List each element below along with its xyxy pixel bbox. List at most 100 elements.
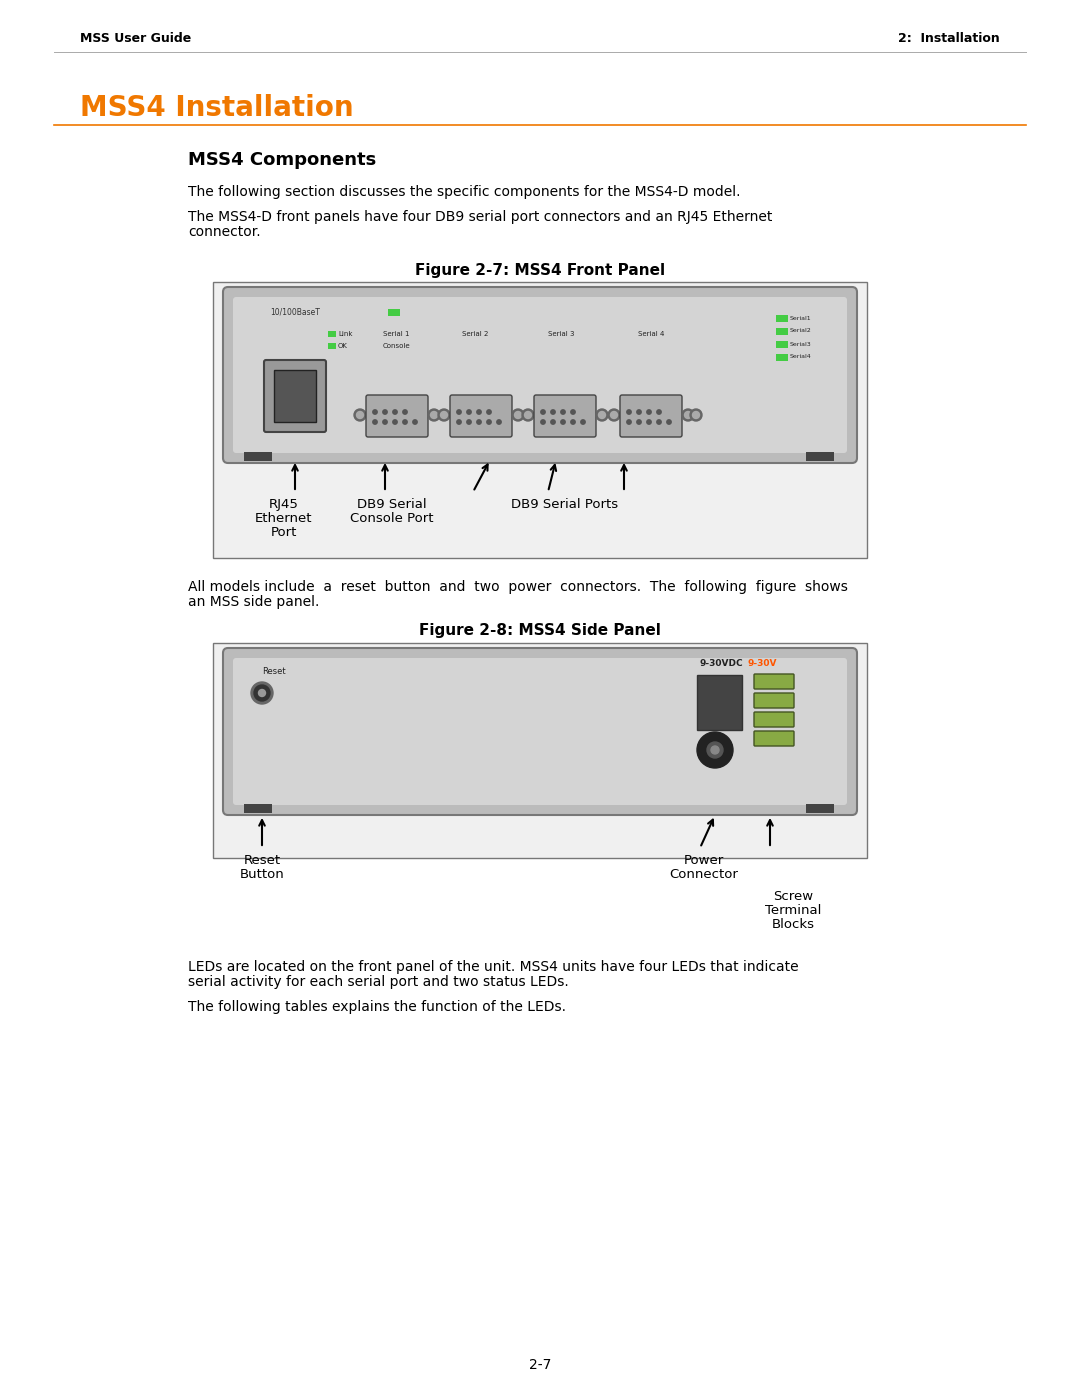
Bar (777, 314, 788, 321)
Circle shape (476, 409, 482, 414)
Text: Serial 2: Serial 2 (462, 331, 488, 337)
Circle shape (525, 412, 531, 419)
Circle shape (441, 412, 447, 419)
Circle shape (681, 409, 694, 420)
Circle shape (596, 409, 608, 420)
FancyBboxPatch shape (754, 712, 794, 726)
Circle shape (258, 690, 266, 697)
Circle shape (711, 746, 719, 754)
Text: Power: Power (684, 854, 724, 868)
Text: OK: OK (338, 344, 348, 349)
Circle shape (251, 682, 273, 704)
Circle shape (561, 409, 565, 414)
Circle shape (431, 412, 437, 419)
Text: Serial1: Serial1 (789, 316, 812, 320)
Circle shape (514, 412, 522, 419)
Circle shape (438, 409, 450, 420)
Circle shape (581, 420, 585, 425)
Text: Ethernet: Ethernet (255, 511, 313, 525)
Text: Serial4: Serial4 (789, 355, 812, 359)
Text: DB9 Serial: DB9 Serial (357, 497, 427, 511)
Circle shape (541, 420, 545, 425)
Text: Console: Console (383, 344, 410, 349)
Circle shape (457, 420, 461, 425)
Circle shape (522, 409, 534, 420)
Circle shape (512, 409, 524, 420)
Text: 9-30VDC: 9-30VDC (700, 658, 744, 668)
Bar (806, 453, 834, 461)
Bar (388, 309, 400, 316)
Bar (244, 453, 272, 461)
FancyBboxPatch shape (620, 395, 681, 437)
Circle shape (382, 420, 388, 425)
Circle shape (707, 742, 723, 759)
Circle shape (551, 420, 555, 425)
Circle shape (382, 409, 388, 414)
Circle shape (598, 412, 606, 419)
Circle shape (497, 420, 501, 425)
Bar (777, 353, 788, 360)
Bar (777, 341, 788, 348)
Circle shape (637, 420, 642, 425)
Circle shape (610, 412, 618, 419)
Circle shape (571, 409, 576, 414)
Circle shape (626, 420, 631, 425)
Circle shape (403, 409, 407, 414)
Text: Serial3: Serial3 (789, 341, 812, 346)
Text: 2-7: 2-7 (529, 1358, 551, 1372)
FancyBboxPatch shape (754, 693, 794, 708)
Text: Serial 3: Serial 3 (548, 331, 575, 337)
Circle shape (373, 409, 377, 414)
Text: Screw: Screw (773, 890, 813, 902)
Text: an MSS side panel.: an MSS side panel. (188, 595, 320, 609)
Circle shape (637, 409, 642, 414)
Text: connector.: connector. (188, 225, 260, 239)
Circle shape (685, 412, 691, 419)
Text: Reset: Reset (243, 854, 281, 868)
Bar (328, 344, 336, 349)
Circle shape (626, 409, 631, 414)
FancyBboxPatch shape (450, 395, 512, 437)
Text: MSS4 Installation: MSS4 Installation (80, 94, 353, 122)
Text: The MSS4-D front panels have four DB9 serial port connectors and an RJ45 Etherne: The MSS4-D front panels have four DB9 se… (188, 210, 772, 224)
Text: Terminal: Terminal (765, 904, 821, 916)
Text: The following section discusses the specific components for the MSS4-D model.: The following section discusses the spec… (188, 184, 741, 198)
Circle shape (487, 409, 491, 414)
Circle shape (541, 409, 545, 414)
Text: serial activity for each serial port and two status LEDs.: serial activity for each serial port and… (188, 975, 569, 989)
Circle shape (476, 420, 482, 425)
Circle shape (254, 685, 270, 701)
Circle shape (403, 420, 407, 425)
Circle shape (657, 420, 661, 425)
Circle shape (467, 409, 471, 414)
Circle shape (692, 412, 700, 419)
FancyBboxPatch shape (264, 360, 326, 432)
Text: Figure 2-8: MSS4 Side Panel: Figure 2-8: MSS4 Side Panel (419, 623, 661, 637)
Text: RJ45: RJ45 (269, 497, 299, 511)
FancyBboxPatch shape (366, 395, 428, 437)
Circle shape (393, 420, 397, 425)
Circle shape (697, 732, 733, 768)
Circle shape (657, 409, 661, 414)
Bar (274, 370, 316, 422)
Circle shape (561, 420, 565, 425)
Text: Button: Button (240, 868, 284, 882)
Circle shape (373, 420, 377, 425)
Bar (213, 282, 867, 557)
Text: Port: Port (271, 527, 297, 539)
Circle shape (666, 420, 671, 425)
Text: Connector: Connector (670, 868, 739, 882)
Text: Console Port: Console Port (350, 511, 434, 525)
Text: Figure 2-7: MSS4 Front Panel: Figure 2-7: MSS4 Front Panel (415, 263, 665, 278)
Bar (328, 331, 336, 337)
Text: The following tables explains the function of the LEDs.: The following tables explains the functi… (188, 1000, 566, 1014)
Text: 2:  Installation: 2: Installation (899, 32, 1000, 45)
Circle shape (690, 409, 702, 420)
Text: MSS User Guide: MSS User Guide (80, 32, 191, 45)
FancyBboxPatch shape (233, 658, 847, 805)
Circle shape (413, 420, 417, 425)
FancyBboxPatch shape (754, 673, 794, 689)
FancyBboxPatch shape (233, 298, 847, 453)
Circle shape (457, 409, 461, 414)
Circle shape (467, 420, 471, 425)
